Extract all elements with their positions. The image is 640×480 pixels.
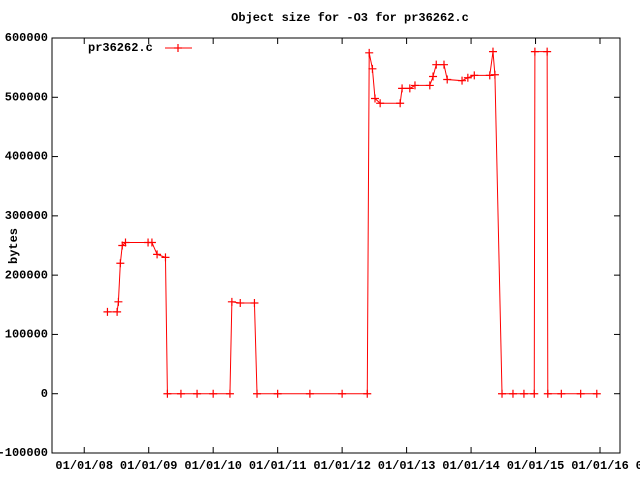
point-marker [405, 84, 414, 93]
point-marker [153, 250, 162, 259]
point-marker [371, 94, 380, 103]
point-marker [116, 259, 125, 268]
point-marker [176, 389, 185, 398]
x-tick-label: 01/01/11 [249, 459, 307, 473]
point-marker [305, 389, 314, 398]
point-marker [458, 76, 467, 85]
legend-marker [174, 44, 182, 52]
x-tick-label: 01/01/15 [507, 459, 565, 473]
point-marker [429, 72, 438, 81]
x-tick-label: 01/01/12 [313, 459, 371, 473]
point-marker [508, 389, 517, 398]
point-marker [113, 307, 122, 316]
plot-frame [51, 37, 621, 454]
point-marker [103, 307, 112, 316]
point-marker [470, 71, 479, 80]
point-marker [530, 389, 539, 398]
point-marker [147, 238, 156, 247]
point-marker [121, 238, 130, 247]
point-marker [114, 297, 123, 306]
point-marker [209, 389, 218, 398]
x-tick-label: 01/01/13 [378, 459, 436, 473]
point-marker [365, 48, 374, 57]
point-marker [396, 99, 405, 108]
point-marker [543, 389, 552, 398]
point-marker [498, 389, 507, 398]
y-tick-label: 300000 [5, 209, 48, 223]
point-marker [519, 389, 528, 398]
point-marker [227, 297, 236, 306]
x-tick-label: 01/01/08 [55, 459, 113, 473]
legend-label: pr36262.c [88, 41, 153, 55]
point-marker [543, 47, 552, 56]
y-tick-label: 500000 [5, 90, 48, 104]
point-marker [225, 389, 234, 398]
point-marker [273, 389, 282, 398]
point-marker [163, 389, 172, 398]
point-marker [253, 389, 262, 398]
point-marker [432, 60, 441, 69]
point-marker [557, 389, 566, 398]
x-tick-label: 01/01/10 [184, 459, 242, 473]
point-marker [530, 47, 539, 56]
point-marker [338, 389, 347, 398]
point-marker [425, 81, 434, 90]
x-tick-label: 01/01/09 [120, 459, 178, 473]
y-tick-label: 600000 [5, 31, 48, 45]
point-marker [398, 84, 407, 93]
x-tick-label: 01/01/14 [442, 459, 500, 473]
y-tick-label: 0 [41, 387, 48, 401]
point-marker [250, 299, 259, 308]
point-marker [592, 389, 601, 398]
point-marker [363, 389, 372, 398]
x-tick-label: 01/01/16 [571, 459, 629, 473]
point-marker [488, 47, 497, 56]
point-marker [463, 73, 472, 82]
point-marker [236, 299, 245, 308]
chart-title: Object size for -O3 for pr36262.c [231, 11, 469, 25]
point-marker [193, 389, 202, 398]
series-line [107, 51, 597, 395]
point-marker [376, 99, 385, 108]
point-marker [368, 64, 377, 73]
y-tick-label: 100000 [5, 328, 48, 342]
point-marker [443, 75, 452, 84]
y-tick-label: -100000 [0, 446, 48, 460]
y-tick-label: 200000 [5, 268, 48, 282]
y-tick-label: 400000 [5, 150, 48, 164]
x-tick-label: 01/01/17 [636, 459, 640, 473]
point-marker [410, 81, 419, 90]
y-axis-label: bytes [7, 228, 21, 264]
point-marker [490, 70, 499, 79]
point-marker [576, 389, 585, 398]
point-marker [439, 60, 448, 69]
point-marker [161, 253, 170, 262]
